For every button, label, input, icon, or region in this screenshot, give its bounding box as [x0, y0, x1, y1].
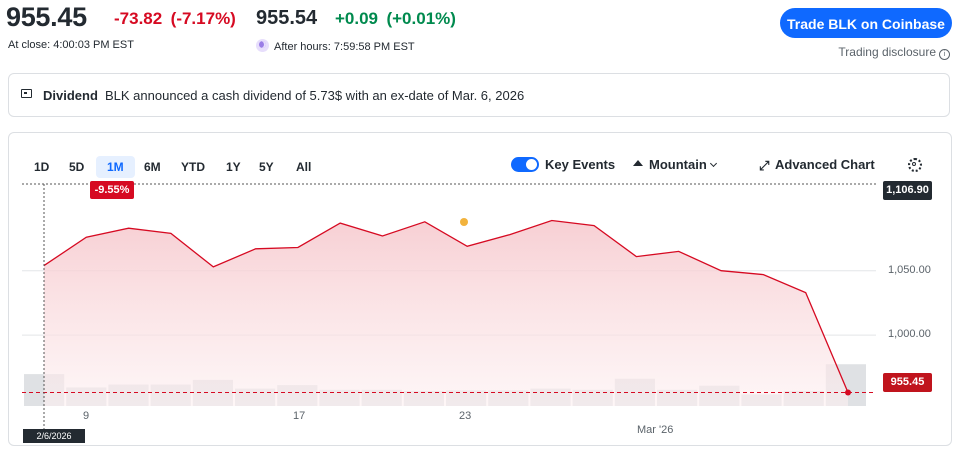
range-tab-5y[interactable]: 5Y	[259, 160, 274, 174]
range-tab-1d[interactable]: 1D	[34, 160, 50, 174]
trading-disclosure-label: Trading disclosure	[838, 45, 936, 59]
y-axis-tick: 1,050.00	[888, 263, 931, 276]
quote-price: 955.45	[6, 2, 87, 32]
y-axis-tick: 1,000.00	[888, 328, 931, 341]
chart-type-dropdown[interactable]: Mountain	[649, 157, 707, 172]
quote-change-pct: (-7.17%)	[170, 9, 236, 28]
dividend-text: BLK announced a cash dividend of 5.73$ w…	[105, 88, 525, 103]
x-axis-tick: 23	[459, 410, 472, 422]
range-tab-all[interactable]: All	[296, 160, 312, 174]
price-line	[43, 219, 849, 393]
hover-date-tag: 2/6/2026	[23, 429, 85, 443]
high-price-tag: 1,106.90	[883, 181, 932, 200]
dividend-banner: Dividend BLK announced a cash dividend o…	[8, 73, 950, 117]
after-hours-label: After hours: 7:59:58 PM EST	[274, 41, 415, 53]
range-tab-ytd[interactable]: YTD	[181, 160, 205, 174]
range-tab-6m[interactable]: 6M	[144, 160, 161, 174]
key-events-label: Key Events	[545, 157, 616, 172]
close-time-label: At close: 4:00:03 PM EST	[8, 39, 134, 51]
range-tab-1y[interactable]: 1Y	[226, 160, 241, 174]
after-hours-change-group: +0.09 (+0.01%)	[335, 9, 456, 29]
key-events-toggle[interactable]	[511, 157, 539, 172]
dividend-icon	[21, 89, 32, 98]
chart-card	[8, 132, 952, 446]
quote-change: -73.82	[114, 9, 163, 28]
trade-on-coinbase-button[interactable]: Trade BLK on Coinbase	[780, 8, 952, 38]
after-hours-price: 955.54	[256, 7, 318, 29]
x-axis-tick: 17	[293, 410, 306, 422]
range-tab-1m[interactable]: 1M	[96, 156, 135, 178]
advanced-chart-button[interactable]: Advanced Chart	[775, 157, 875, 172]
after-hours-row: After hours: 7:59:58 PM EST	[256, 39, 415, 53]
x-axis-tick: 9	[83, 410, 90, 422]
settings-gear-icon[interactable]	[908, 158, 922, 172]
hover-pct-tag: -9.55%	[90, 181, 134, 199]
info-icon: i	[939, 49, 950, 60]
mountain-icon	[633, 160, 643, 166]
price-area-fill	[44, 220, 848, 406]
key-event-marker	[460, 218, 468, 226]
x-axis-tick: Mar '26	[637, 424, 674, 436]
after-hours-change-pct: (+0.01%)	[386, 9, 456, 28]
dividend-label: Dividend	[43, 88, 98, 103]
last-price-tag: 955.45	[883, 373, 932, 392]
after-hours-change: +0.09	[335, 9, 379, 28]
trading-disclosure-link[interactable]: Trading disclosure i	[838, 45, 950, 60]
last-price-dot	[845, 389, 851, 396]
range-tab-5d[interactable]: 5D	[69, 160, 85, 174]
moon-icon	[256, 39, 269, 52]
quote-change-group: -73.82 (-7.17%)	[114, 9, 236, 29]
expand-arrow-icon: ⤢	[759, 158, 770, 173]
